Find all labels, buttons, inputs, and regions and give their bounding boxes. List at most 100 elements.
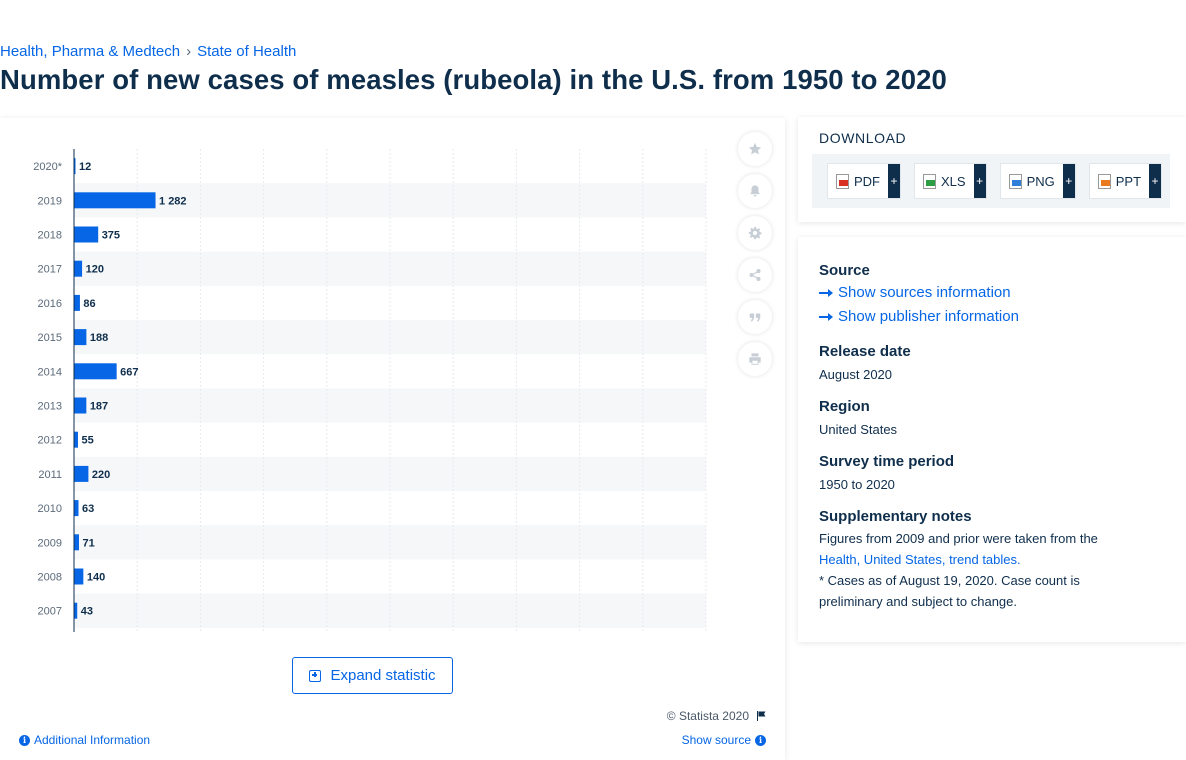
download-pdf-button[interactable]: PDF + [827,163,901,199]
show-source-link[interactable]: Show source i [682,733,766,747]
additional-information-label: Additional Information [34,733,151,747]
data-label: 1 282 [159,195,187,207]
data-label: 120 [86,264,104,276]
show-publisher-label: Show publisher information [838,308,1019,325]
bar [74,465,89,482]
tick-label: 2008 [38,572,62,584]
cite-button[interactable] [738,300,772,334]
show-source-label: Show source [681,733,751,747]
flag-icon[interactable] [755,710,767,722]
breadcrumb-item-health[interactable]: Health, Pharma & Medtech [0,43,181,60]
tick-label: 2015 [38,332,62,344]
data-label: 86 [83,298,95,310]
statistic-info-card: Source Show sources information Show pub… [798,237,1186,642]
breadcrumb: Health, Pharma & Medtech › State of Heal… [0,43,296,60]
download-pdf-main: PDF [828,164,888,198]
tick-label: 2016 [38,298,62,310]
bar-chart: 2020* 12 2019 1 282 2018 375 2017 120 2016 86 2015… [0,148,710,632]
bar [74,329,87,346]
tick-label: 2009 [38,537,62,549]
tick-label: 2012 [38,435,62,447]
download-xls-plus[interactable]: + [973,164,986,198]
expand-icon [309,669,322,682]
data-label: 55 [81,435,93,447]
data-label: 187 [90,401,108,413]
trend-tables-link[interactable]: Health, United States, trend tables. [819,552,1021,567]
star-icon [748,142,762,155]
notes-text-1: Figures from 2009 and prior were taken f… [819,531,1098,546]
region-section: Region United States [819,397,897,440]
download-png-label: PNG [1026,173,1055,189]
download-pdf-label: PDF [854,173,880,189]
favorite-button[interactable] [738,132,772,166]
source-heading: Source [819,262,870,279]
expand-statistic-button[interactable]: Expand statistic [292,657,453,694]
pdf-file-icon [836,173,849,189]
data-label: 188 [90,332,108,344]
bar [74,260,83,277]
download-ppt-main: PPT [1090,164,1149,198]
download-xls-label: XLS [941,173,966,189]
chart-svg: 2020* 12 2019 1 282 2018 375 2017 120 2016 86 2015… [33,149,707,632]
release-date-value: August 2020 [819,367,893,382]
copyright-text: © Statista 2020 [666,709,749,723]
tick-label: 2011 [38,469,62,481]
download-ppt-plus[interactable]: + [1149,164,1162,198]
download-xls-main: XLS [915,164,974,198]
survey-period-section: Survey time period 1950 to 2020 [819,452,954,495]
page-title: Number of new cases of measles (rubeola)… [0,64,947,95]
release-date-section: Release date August 2020 [819,342,911,385]
bar [74,602,78,619]
share-icon [749,269,761,281]
data-label: 12 [79,161,91,173]
release-date-heading: Release date [819,343,911,360]
survey-period-heading: Survey time period [819,453,955,470]
expand-statistic-label: Expand statistic [330,667,436,684]
supplementary-notes-text: Figures from 2009 and prior were taken f… [819,528,1119,612]
bar [74,397,87,414]
data-label: 375 [102,230,120,242]
bar [74,294,80,311]
tick-label: 2010 [38,503,62,515]
xls-file-icon [923,173,936,189]
info-icon: i [755,734,766,746]
download-ppt-button[interactable]: PPT + [1088,163,1163,199]
data-label: 220 [92,469,110,481]
download-card: DOWNLOAD PDF + XLS + PNG + [798,117,1186,222]
settings-button[interactable] [738,216,772,250]
notification-button[interactable] [738,174,772,208]
notes-text-2: * Cases as of August 19, 2020. Case coun… [819,573,1080,609]
bar [74,192,156,209]
tick-label: 2007 [38,606,62,618]
tick-label: 2018 [38,230,62,242]
download-png-plus[interactable]: + [1062,164,1075,198]
print-button[interactable] [738,342,772,376]
chevron-right-icon: › [186,43,192,60]
bar [74,431,78,448]
tick-label: 2013 [38,401,62,413]
tick-label: 2020* [33,161,62,173]
tick-label: 2017 [38,264,62,276]
tick-label: 2014 [38,366,62,378]
show-sources-label: Show sources information [838,284,1011,301]
row-stripe [74,183,706,218]
show-publisher-link[interactable]: Show publisher information [819,305,1019,329]
download-ppt-label: PPT [1115,173,1142,189]
data-label: 71 [82,537,94,549]
download-xls-button[interactable]: XLS + [914,163,987,199]
chart-card: 2020* 12 2019 1 282 2018 375 2017 120 2016 86 2015… [0,118,785,760]
breadcrumb-item-state-of-health[interactable]: State of Health [197,43,297,60]
download-pdf-plus[interactable]: + [888,164,900,198]
share-button[interactable] [738,258,772,292]
survey-period-value: 1950 to 2020 [819,477,895,492]
bar [74,534,79,551]
tick-label: 2019 [38,195,62,207]
source-section: Source Show sources information Show pub… [819,261,1019,329]
show-sources-link[interactable]: Show sources information [819,281,1019,305]
supplementary-notes-heading: Supplementary notes [819,508,972,525]
additional-information-link[interactable]: i Additional Information [19,733,150,747]
data-label: 63 [82,503,94,515]
gear-icon [748,226,762,240]
data-label: 667 [120,366,138,378]
download-png-button[interactable]: PNG + [999,163,1076,199]
